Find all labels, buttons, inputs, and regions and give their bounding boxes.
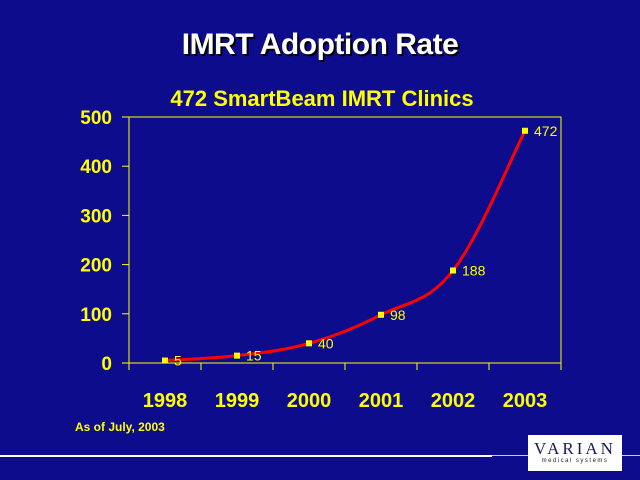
data-label: 472 — [534, 123, 558, 139]
data-label: 40 — [318, 335, 334, 351]
chart-title: 472 SmartBeam IMRT Clinics — [170, 86, 474, 111]
data-point-marker — [306, 340, 312, 347]
y-tick-label: 200 — [80, 256, 112, 277]
series-line — [164, 130, 527, 363]
x-tick-label: 1999 — [215, 390, 260, 412]
y-tick-label: 400 — [80, 157, 112, 178]
footer-divider — [0, 455, 492, 457]
y-tick-label: 100 — [80, 305, 112, 326]
data-label: 15 — [246, 348, 262, 364]
x-tick-label: 2000 — [287, 390, 332, 412]
y-tick-label: 300 — [80, 206, 112, 227]
varian-logo: VARIAN medical systems — [528, 435, 622, 471]
x-tick-label: 2001 — [359, 390, 404, 412]
x-tick-label: 2002 — [431, 390, 476, 412]
logo-tagline: medical systems — [541, 458, 609, 464]
data-point-marker — [234, 352, 240, 359]
data-label: 98 — [390, 307, 406, 323]
y-tick-label: 500 — [80, 108, 112, 129]
x-tick-label: 2003 — [503, 390, 548, 412]
data-point-marker — [450, 267, 456, 274]
as-of-note: As of July, 2003 — [75, 420, 165, 434]
plot-area-border — [128, 116, 562, 364]
data-label: 5 — [174, 353, 182, 369]
data-point-marker — [522, 127, 528, 134]
logo-wordmark: VARIAN — [534, 439, 616, 458]
data-point-marker — [378, 311, 384, 318]
footer-divider-right — [613, 455, 640, 456]
data-label: 188 — [462, 263, 486, 279]
y-tick-label: 0 — [101, 354, 112, 375]
x-tick-label: 1998 — [143, 390, 188, 412]
slide-title: IMRT Adoption Rate — [181, 28, 459, 61]
footer-divider-thin — [492, 455, 532, 456]
data-point-marker — [162, 357, 168, 364]
